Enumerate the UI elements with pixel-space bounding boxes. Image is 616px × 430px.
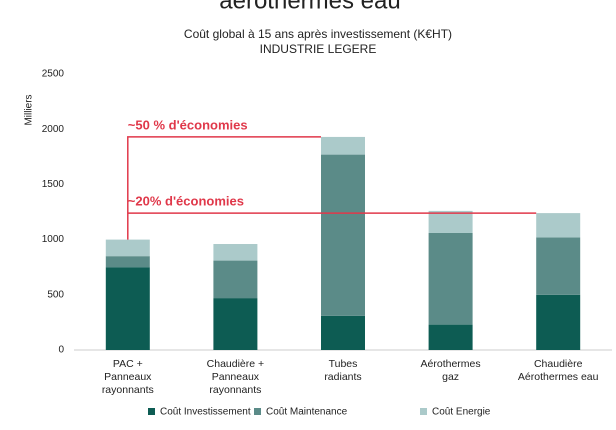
bar-segment bbox=[536, 213, 581, 238]
bar-segment bbox=[213, 244, 258, 261]
chart-subtitle: INDUSTRIE LEGERE bbox=[260, 42, 377, 56]
legend-swatch bbox=[254, 408, 261, 415]
x-tick-label: Chaudière + Panneaux rayonnants bbox=[207, 358, 265, 396]
y-tick-label: 2500 bbox=[42, 69, 65, 80]
annotation-bracket bbox=[127, 136, 321, 240]
x-tick-label-line: Aérothermes eau bbox=[518, 371, 599, 383]
bar-segment bbox=[321, 136, 365, 155]
bar-segment bbox=[105, 256, 150, 268]
y-tick-label: 0 bbox=[58, 345, 64, 356]
x-tick-label-line: gaz bbox=[442, 371, 459, 383]
bar-segment bbox=[321, 315, 365, 350]
header: aérothermes eau bbox=[219, 0, 400, 14]
x-tick-label-line: Panneaux bbox=[212, 371, 260, 383]
annotation-text: ~50 % d'économies bbox=[128, 117, 248, 132]
annotation-text: ~20% d'économies bbox=[128, 194, 244, 209]
x-tick-label-line: Chaudière bbox=[534, 358, 583, 370]
y-axis-label: Milliers bbox=[24, 94, 35, 125]
bar-segment bbox=[428, 324, 473, 350]
x-tick-label-line: Panneaux bbox=[104, 371, 152, 383]
legend-swatch bbox=[148, 408, 155, 415]
x-tick-label-line: rayonnants bbox=[209, 384, 261, 396]
bar-segment bbox=[213, 298, 258, 350]
legend-label: Coût Maintenance bbox=[266, 407, 348, 418]
y-tick-label: 1500 bbox=[42, 179, 65, 190]
bar-segment bbox=[213, 260, 258, 299]
x-tick-label-line: rayonnants bbox=[102, 384, 154, 396]
x-tick-label: Aérothermes gaz bbox=[421, 358, 481, 383]
x-tick-label-line: radiants bbox=[324, 371, 361, 383]
legend-label: Coût Investissement bbox=[160, 407, 251, 418]
legend-swatch bbox=[420, 408, 427, 415]
bar-segment bbox=[536, 237, 581, 295]
bar-segment bbox=[428, 210, 473, 233]
y-tick-label: 500 bbox=[47, 289, 64, 300]
bar-segment bbox=[321, 154, 365, 316]
bar-segment bbox=[536, 294, 581, 350]
bar-segment bbox=[428, 232, 473, 325]
x-tick-label: PAC + Panneaux rayonnants bbox=[102, 358, 154, 396]
bar-segment bbox=[105, 267, 150, 350]
legend-label: Coût Energie bbox=[432, 407, 491, 418]
x-tick-label-line: Aérothermes bbox=[421, 358, 481, 370]
y-tick-label: 2000 bbox=[42, 124, 65, 135]
chart-title: Coût global à 15 ans après investissemen… bbox=[184, 27, 452, 41]
x-tick-label: Chaudière Aérothermes eau bbox=[518, 358, 599, 383]
x-tick-label-line: Chaudière + bbox=[207, 358, 265, 370]
x-tick-label-line: Tubes bbox=[329, 358, 358, 370]
y-tick-label: 1000 bbox=[42, 234, 65, 245]
bar-segment bbox=[105, 239, 150, 257]
x-tick-label-line: PAC + bbox=[113, 358, 143, 370]
x-tick-label: Tubes radiants bbox=[324, 358, 361, 383]
